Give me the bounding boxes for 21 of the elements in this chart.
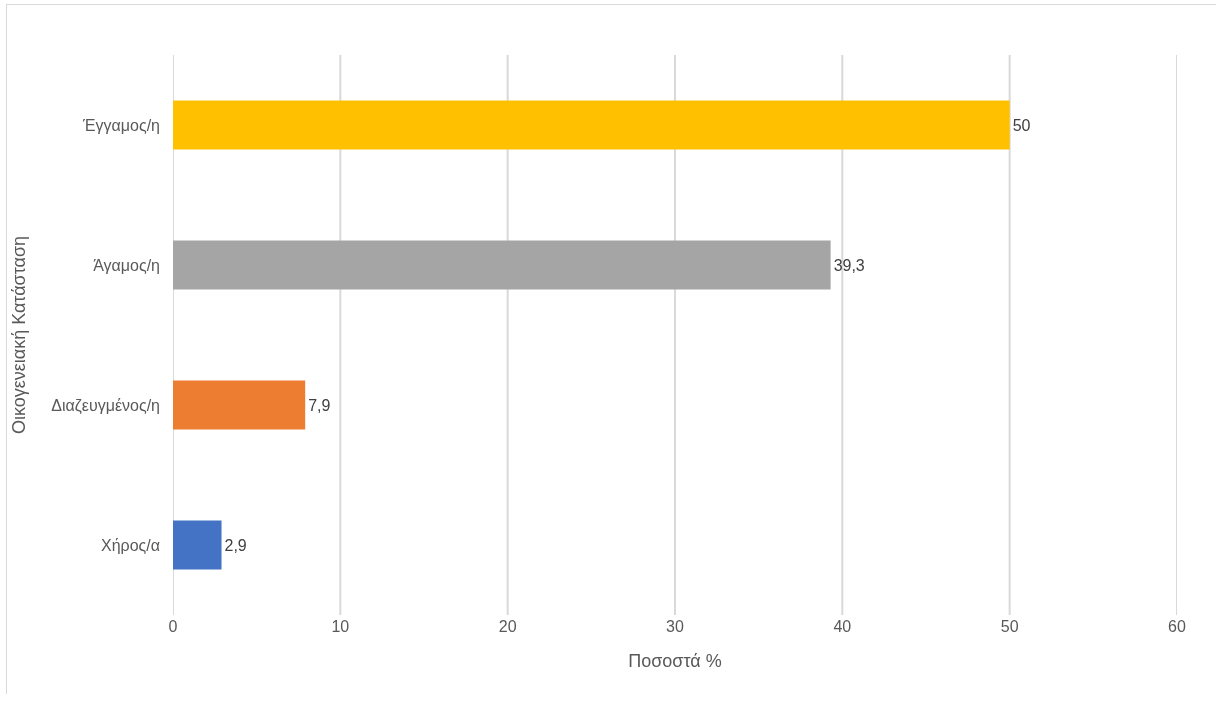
x-tick-label: 20 xyxy=(498,618,517,635)
y-tick-label: Άγαμος/η xyxy=(93,256,160,274)
bar xyxy=(173,240,831,290)
x-tick-label: 0 xyxy=(168,618,178,635)
x-axis-title: Ποσοστά % xyxy=(628,651,722,672)
y-tick-label: Χήρος/α xyxy=(101,536,160,554)
x-tick-label: 30 xyxy=(666,618,684,635)
bar xyxy=(173,100,1010,150)
y-tick-label: Διαζευγμένος/η xyxy=(51,396,160,415)
bar xyxy=(173,380,306,430)
bar xyxy=(173,520,222,570)
x-tick-label: 10 xyxy=(331,618,350,635)
y-axis-title: Οικογενειακή Κατάσταση xyxy=(9,235,30,435)
data-label: 7,9 xyxy=(308,396,331,414)
x-tick-label: 40 xyxy=(833,618,852,635)
x-tick-label: 60 xyxy=(1168,618,1186,635)
x-tick-label: 50 xyxy=(1000,618,1019,635)
y-tick-label: Έγγαμος/η xyxy=(82,116,160,134)
data-label: 39,3 xyxy=(833,256,865,274)
data-label: 2,9 xyxy=(224,536,247,554)
data-label: 50 xyxy=(1012,116,1031,134)
